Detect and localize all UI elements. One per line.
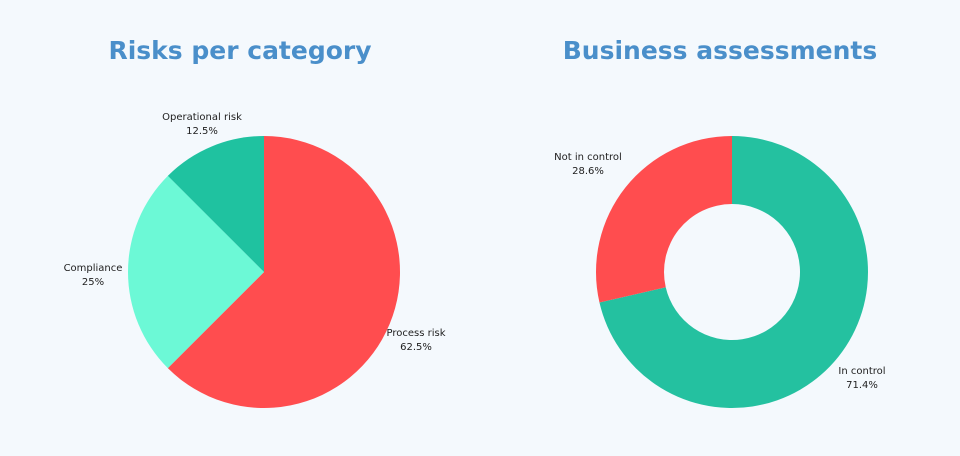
slice-label-in-control: In control 71.4% [838, 366, 885, 391]
slice-label-not-in-control: Not in control 28.6% [554, 152, 622, 177]
slice-label-operational-risk: Operational risk 12.5% [162, 112, 242, 137]
slice-percentage: 28.6% [572, 166, 604, 177]
slice-label-compliance: Compliance 25% [64, 263, 123, 288]
slice-percentage: 71.4% [846, 380, 878, 391]
slice-operational-risk [167, 136, 264, 272]
slice-name: Operational risk [162, 112, 242, 123]
business-assessments-chart: In control 71.4% Not in control 28.6% Busin… [480, 0, 960, 456]
slice-not-in-control [596, 136, 732, 303]
risks-chart-title: Risks per category [108, 36, 372, 65]
slice-percentage: 62.5% [400, 342, 432, 353]
slice-name: Not in control [554, 152, 622, 163]
assessments-chart-title: Business assessments [562, 36, 878, 65]
slice-name: Compliance [64, 263, 123, 274]
slice-compliance [128, 175, 264, 369]
assessments-donut-svg: In control 71.4% Not in control 28.6% [554, 136, 886, 408]
slice-percentage: 25% [82, 277, 104, 288]
slice-name: In control [838, 366, 885, 377]
risks-per-category-chart: Process risk 62.5% Compliance 25% Operationa… [64, 36, 446, 408]
slice-in-control [599, 136, 868, 408]
slice-process-risk [167, 136, 400, 408]
slice-label-process-risk: Process risk 62.5% [386, 328, 445, 353]
risks-pie-svg: Process risk 62.5% Compliance 25% Operationa… [64, 112, 446, 408]
slice-percentage: 12.5% [186, 126, 218, 137]
slice-name: Process risk [386, 328, 445, 339]
